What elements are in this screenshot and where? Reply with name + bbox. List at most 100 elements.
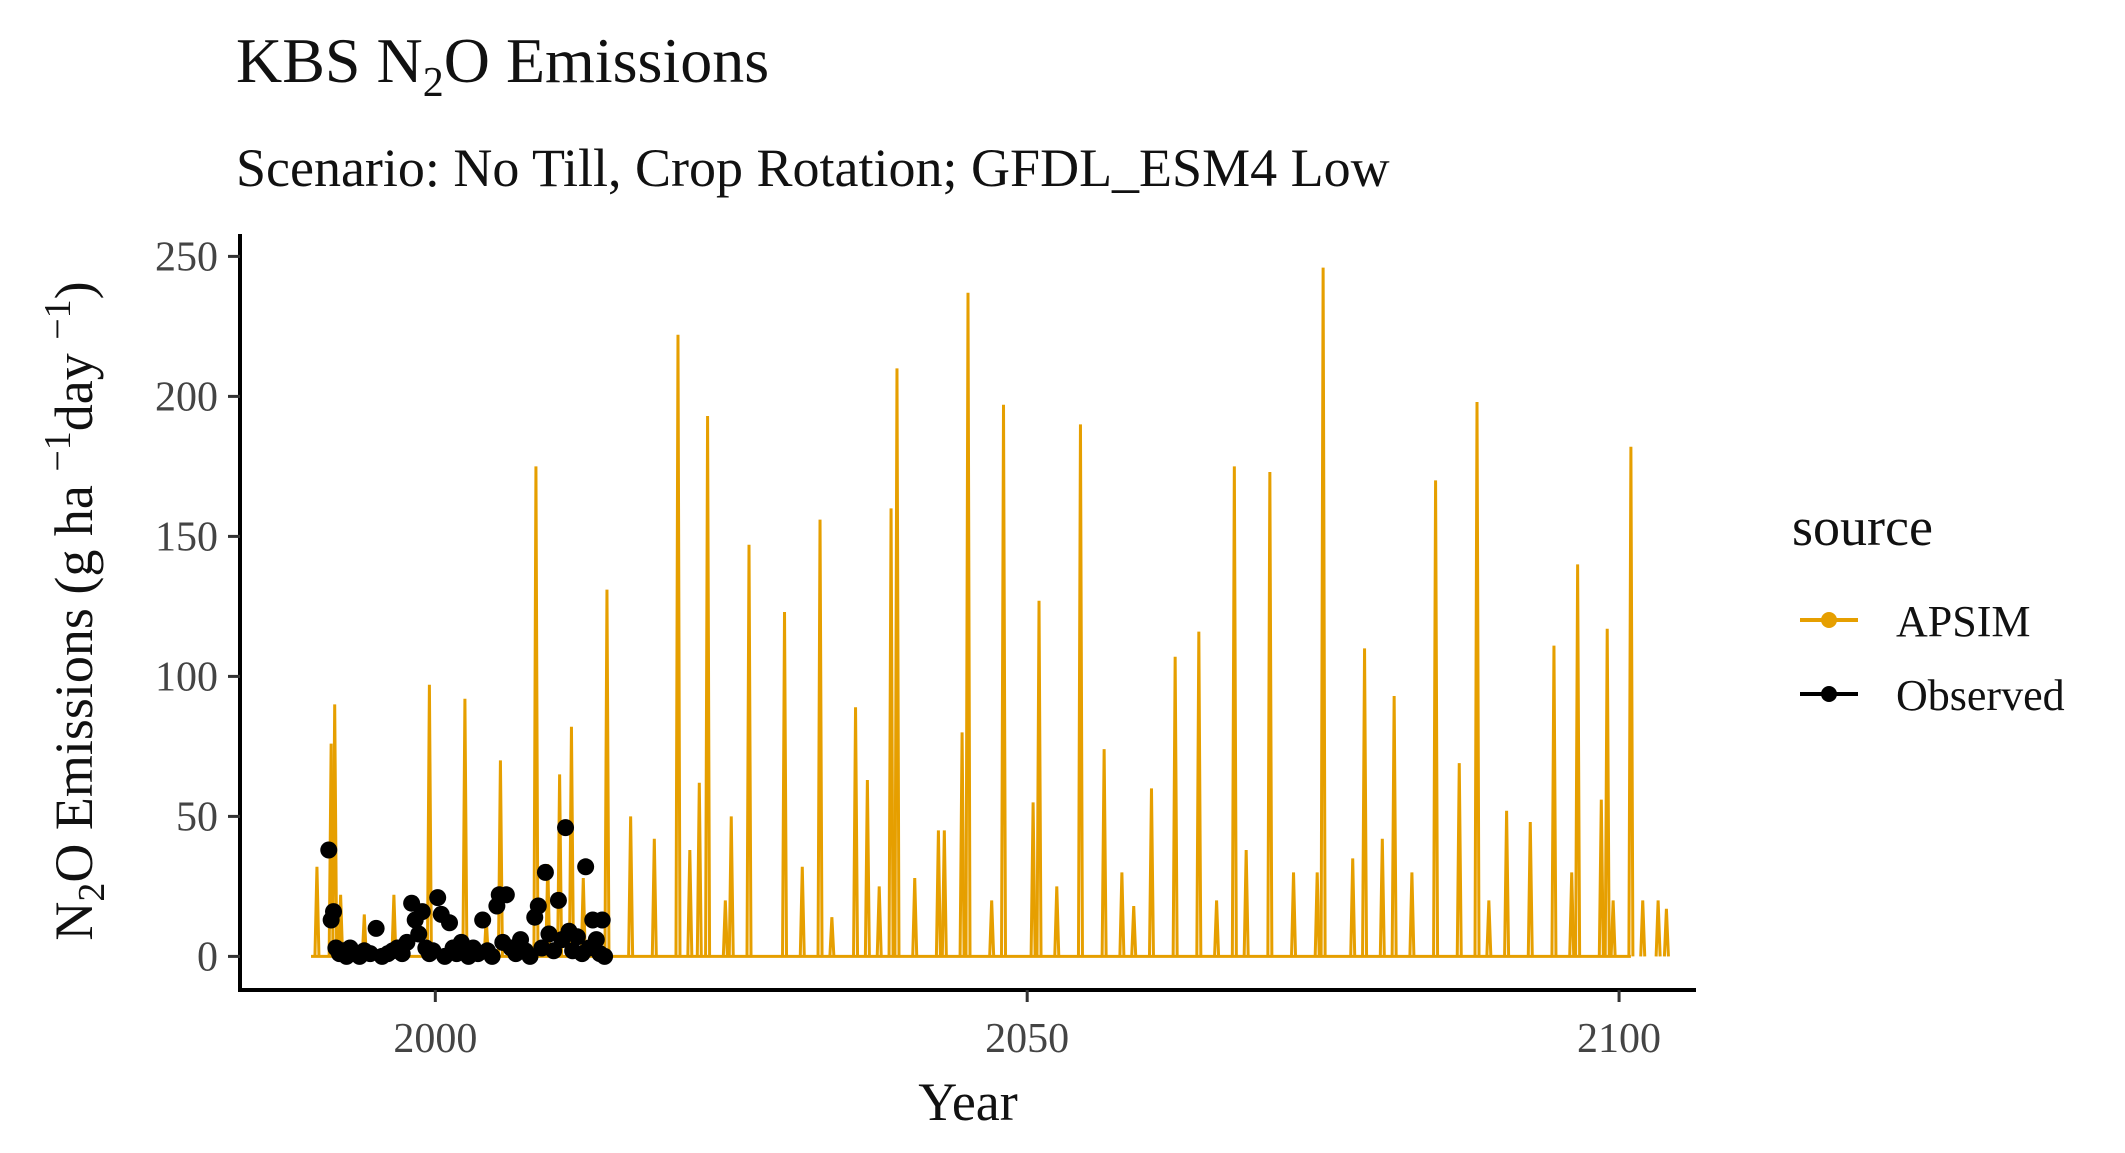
apsim-peak: [1378, 838, 1386, 957]
apsim-peak: [1503, 810, 1511, 957]
observed-point: [320, 841, 338, 859]
chart-title-prefix: KBS N: [236, 25, 423, 96]
observed-point: [474, 911, 492, 929]
apsim-peak: [461, 698, 469, 957]
apsim-peak: [1568, 872, 1576, 957]
apsim-peak: [988, 900, 996, 957]
series-apsim: [311, 267, 1670, 958]
legend-key-point-observed: [1821, 686, 1837, 702]
plot-area: [311, 267, 1670, 965]
apsim-peak: [686, 849, 694, 957]
apsim-peak: [1319, 267, 1327, 957]
observed-point: [483, 947, 501, 965]
apsim-peak: [1432, 480, 1440, 957]
apsim-peak: [1118, 872, 1126, 957]
apsim-peak: [496, 760, 504, 957]
y-axis-title-middle-2: day: [44, 340, 104, 431]
apsim-peak: [893, 368, 901, 957]
apsim-peak: [887, 508, 895, 957]
apsim-peak: [1000, 404, 1008, 957]
legend-item-observed: Observed: [1800, 671, 2065, 720]
apsim-peak: [1053, 886, 1061, 957]
observed-point: [497, 886, 515, 904]
apsim-peak: [964, 292, 972, 957]
y-tick-label: 250: [155, 234, 218, 280]
apsim-peak: [1171, 656, 1179, 957]
apsim-peak: [1266, 471, 1274, 957]
observed-point: [367, 919, 385, 937]
apsim-peak: [650, 838, 658, 957]
apsim-peak: [1349, 858, 1357, 957]
y-tick-label: 0: [197, 934, 218, 980]
apsim-peak: [1035, 600, 1043, 957]
apsim-peak: [1195, 631, 1203, 957]
observed-point: [549, 891, 567, 909]
apsim-peak: [337, 894, 345, 957]
apsim-peak: [1526, 821, 1534, 957]
y-tick-label: 150: [155, 514, 218, 560]
observed-point: [596, 947, 614, 965]
observed-point: [529, 897, 547, 915]
observed-point: [441, 914, 459, 932]
apsim-peak: [1290, 872, 1298, 957]
observed-point: [540, 925, 558, 943]
apsim-peak: [425, 684, 433, 957]
y-tick-label: 100: [155, 654, 218, 700]
apsim-peak: [934, 830, 942, 957]
apsim-peak: [1662, 908, 1670, 957]
y-tick-label: 200: [155, 374, 218, 420]
apsim-peak: [1654, 900, 1662, 957]
observed-point: [398, 933, 416, 951]
apsim-peak: [1597, 799, 1605, 957]
observed-point: [557, 819, 575, 837]
apsim-peak: [1550, 645, 1558, 957]
y-axis-title-end: ): [44, 281, 104, 299]
y-axis-title: N2O Emissions (g ha −1day −1): [37, 281, 113, 940]
apsim-peak: [1390, 695, 1398, 957]
apsim-peak: [1100, 749, 1108, 957]
apsim-peak: [1230, 466, 1238, 957]
apsim-peak: [745, 544, 753, 957]
legend-label-apsim: APSIM: [1896, 597, 2031, 646]
apsim-peak: [1213, 900, 1221, 957]
apsim-peak: [1639, 900, 1647, 957]
apsim-peak: [781, 611, 789, 957]
apsim-peak: [727, 816, 735, 957]
apsim-peak: [1130, 905, 1138, 957]
apsim-peak: [1242, 849, 1250, 957]
apsim-peak: [674, 334, 682, 957]
apsim-peak: [1627, 446, 1635, 957]
apsim-peak: [360, 914, 368, 957]
x-axis-ticks: 2000 2050 2100: [393, 990, 1661, 1062]
observed-point: [587, 931, 605, 949]
apsim-peak: [1485, 900, 1493, 957]
apsim-peak: [1455, 763, 1463, 957]
apsim-peak: [1147, 788, 1155, 957]
legend-title: source: [1792, 497, 1933, 557]
apsim-peak: [1408, 872, 1416, 957]
observed-point: [410, 925, 428, 943]
chart-title: KBS N2O Emissions: [236, 25, 769, 106]
chart-title-suffix: O Emissions: [444, 25, 769, 96]
apsim-peak: [863, 779, 871, 957]
apsim-peak: [1029, 802, 1037, 957]
apsim-peak: [958, 732, 966, 957]
apsim-peak: [390, 894, 398, 957]
apsim-peak: [313, 866, 321, 957]
apsim-peak: [940, 830, 948, 957]
apsim-peak: [627, 816, 635, 957]
apsim-peak: [1361, 648, 1369, 957]
y-axis-title-subscript: 2: [71, 883, 113, 902]
apsim-peak: [603, 589, 611, 957]
observed-point: [429, 889, 447, 907]
observed-point: [325, 903, 343, 921]
observed-point: [593, 911, 611, 929]
x-axis-title: Year: [918, 1072, 1018, 1132]
x-tick-label: 2100: [1577, 1016, 1661, 1062]
apsim-peak: [721, 900, 729, 957]
y-axis-title-middle: O Emissions (g ha: [44, 472, 104, 883]
apsim-peak: [695, 782, 703, 957]
apsim-peak: [1473, 401, 1481, 957]
legend-item-apsim: APSIM: [1800, 597, 2031, 646]
